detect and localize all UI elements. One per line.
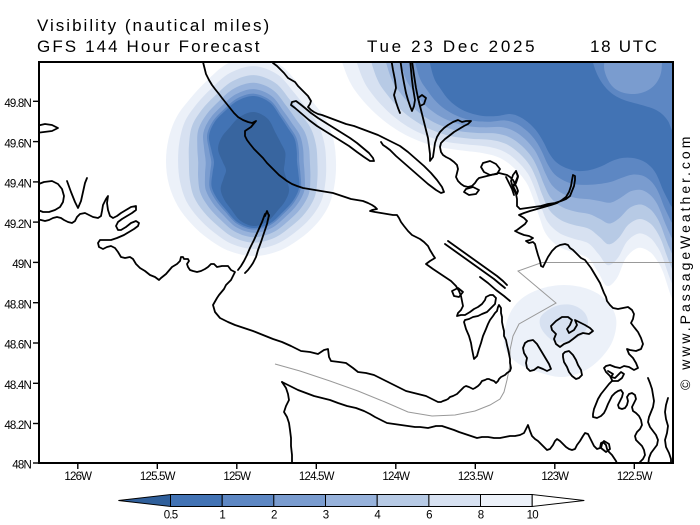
svg-text:GFS 144 Hour Forecast: GFS 144 Hour Forecast bbox=[37, 37, 262, 56]
svg-text:2: 2 bbox=[271, 510, 277, 522]
svg-text:0.5: 0.5 bbox=[164, 510, 178, 522]
svg-text:49N: 49N bbox=[12, 259, 31, 271]
svg-text:6: 6 bbox=[426, 510, 432, 522]
svg-text:18 UTC: 18 UTC bbox=[590, 37, 659, 56]
svg-text:Visibility (nautical miles): Visibility (nautical miles) bbox=[37, 16, 271, 35]
svg-text:123W: 123W bbox=[541, 471, 569, 483]
svg-text:49.4N: 49.4N bbox=[4, 179, 31, 191]
svg-text:126W: 126W bbox=[64, 471, 92, 483]
svg-text:125.5W: 125.5W bbox=[140, 471, 176, 483]
svg-text:48.4N: 48.4N bbox=[4, 380, 31, 392]
svg-text:3: 3 bbox=[323, 510, 329, 522]
svg-text:123.5W: 123.5W bbox=[458, 471, 494, 483]
svg-text:124.5W: 124.5W bbox=[299, 471, 335, 483]
svg-text:1: 1 bbox=[219, 510, 225, 522]
svg-text:125W: 125W bbox=[223, 471, 251, 483]
svg-text:49.8N: 49.8N bbox=[4, 98, 31, 110]
svg-text:49.6N: 49.6N bbox=[4, 138, 31, 150]
svg-text:48.6N: 48.6N bbox=[4, 340, 31, 352]
svg-text:124W: 124W bbox=[382, 471, 410, 483]
svg-text:122.5W: 122.5W bbox=[617, 471, 653, 483]
svg-text:4: 4 bbox=[374, 510, 381, 522]
svg-text:48.2N: 48.2N bbox=[4, 420, 31, 432]
svg-text:© www.PassageWeather.com: © www.PassageWeather.com bbox=[677, 134, 693, 390]
svg-text:48N: 48N bbox=[12, 460, 31, 472]
svg-text:Tue 23 Dec 2025: Tue 23 Dec 2025 bbox=[367, 37, 537, 56]
svg-text:49.2N: 49.2N bbox=[4, 219, 31, 231]
svg-text:48.8N: 48.8N bbox=[4, 299, 31, 311]
svg-text:8: 8 bbox=[478, 510, 484, 522]
svg-text:10: 10 bbox=[527, 510, 539, 522]
